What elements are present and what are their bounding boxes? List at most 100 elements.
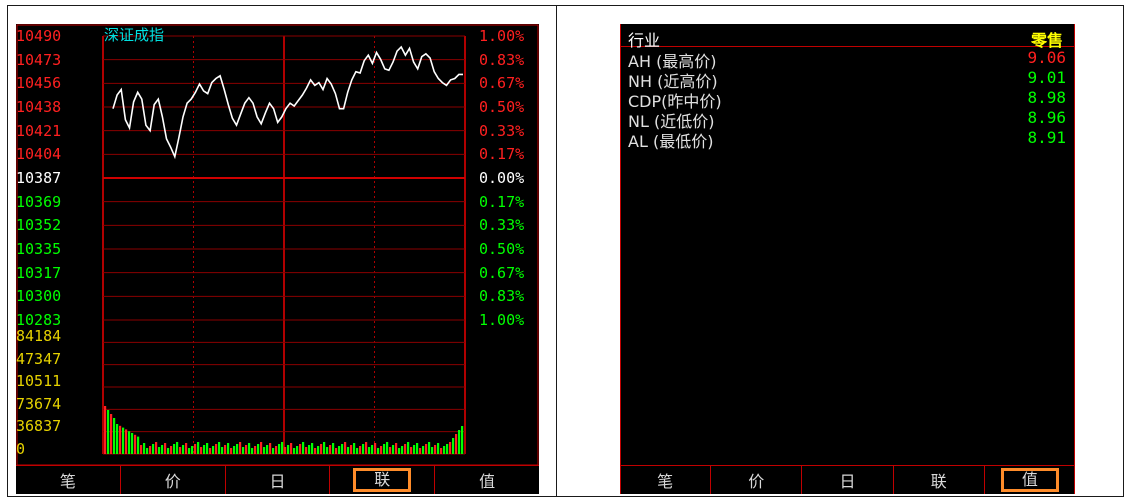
volume-bar	[158, 447, 161, 454]
volume-bar	[116, 424, 119, 454]
volume-bar	[380, 446, 383, 454]
volume-bar	[146, 448, 149, 454]
right-tab-4[interactable]: 值	[985, 466, 1075, 494]
volume-bar	[305, 447, 308, 454]
price-axis-label: 10335	[16, 240, 62, 258]
volume-bar	[398, 448, 401, 454]
volume-bar	[254, 446, 257, 454]
volume-bar	[140, 445, 143, 454]
value-row: NL (近低价) 8.96	[628, 108, 1066, 131]
volume-bar	[413, 445, 416, 454]
value-row: AH (最高价) 9.06	[628, 48, 1066, 71]
percent-axis-label: 1.00%	[479, 27, 525, 45]
volume-bar	[290, 443, 293, 454]
volume-bar	[263, 447, 266, 454]
left-tab-1[interactable]: 价	[121, 466, 226, 494]
percent-axis-label: 0.50%	[479, 98, 525, 116]
left-tab-3[interactable]: 联	[330, 466, 436, 494]
percent-axis-label: 0.17%	[479, 145, 525, 164]
volume-bar	[155, 442, 158, 454]
intraday-chart-screen: 深证成指 10490 10473 10456 10438 10421 10404 10387…	[16, 24, 539, 494]
volume-bar	[206, 443, 209, 454]
volume-bar	[188, 448, 191, 454]
left-tab-0[interactable]: 笔	[16, 466, 121, 494]
volume-bar	[113, 418, 116, 454]
percent-axis-label: 0.67%	[479, 74, 525, 93]
volume-bar	[416, 443, 419, 454]
volume-bar	[338, 446, 341, 454]
percent-axis-label: 0.50%	[479, 240, 525, 258]
price-axis-label: 10300	[16, 287, 62, 306]
volume-bar	[320, 444, 323, 454]
volume-bar	[410, 447, 413, 454]
volume-axis-label: 36837	[16, 417, 62, 435]
tab-label: 日	[269, 472, 286, 491]
tab-label: 联	[930, 472, 947, 491]
left-tab-2[interactable]: 日	[226, 466, 331, 494]
volume-bar	[293, 448, 296, 454]
right-tab-0[interactable]: 笔	[620, 466, 712, 494]
volume-bar	[443, 446, 446, 454]
volume-bar	[395, 443, 398, 454]
volume-bar	[212, 446, 215, 454]
volume-bar	[209, 448, 212, 454]
tab-label: 值	[1000, 468, 1059, 492]
value-row: NH (近高价) 9.01	[628, 68, 1066, 91]
volume-bar	[326, 447, 329, 454]
volume-bar	[110, 414, 113, 454]
volume-bar	[386, 442, 389, 454]
price-axis-label: 10369	[16, 192, 62, 211]
right-tab-3[interactable]: 联	[894, 466, 985, 494]
volume-bar	[161, 445, 164, 454]
percent-axis-label: 0.17%	[479, 192, 525, 211]
volume-bar	[317, 446, 320, 454]
volume-bar	[248, 443, 251, 454]
price-line	[112, 45, 463, 160]
volume-bar	[368, 447, 371, 454]
price-axis-label: 10352	[16, 216, 62, 235]
price-axis-label: 10473	[16, 50, 62, 69]
volume-bar	[425, 444, 428, 454]
volume-bar	[239, 442, 242, 454]
volume-bar	[221, 447, 224, 454]
volume-bar	[434, 445, 437, 454]
tab-label: 笔	[657, 472, 674, 491]
value-row-value: 9.01	[1027, 68, 1066, 87]
volume-bar	[407, 442, 410, 454]
tab-label: 笔	[59, 472, 76, 491]
volume-bar	[242, 447, 245, 454]
left-tabbar: 笔 价 日 联值	[16, 465, 539, 494]
tab-label: 日	[839, 472, 856, 491]
volume-bar	[356, 448, 359, 454]
volume-bar	[230, 448, 233, 454]
index-name: 深证成指	[104, 26, 165, 44]
volume-bar	[176, 442, 179, 454]
volume-bar	[233, 446, 236, 454]
volume-bar	[401, 446, 404, 454]
volume-bar	[377, 448, 380, 454]
right-tab-1[interactable]: 价	[711, 466, 803, 494]
volume-bar	[134, 434, 137, 454]
volume-bar	[236, 444, 239, 454]
volume-bar	[371, 445, 374, 454]
volume-bar	[227, 443, 230, 454]
volume-bar	[191, 446, 194, 454]
volume-axis-label: 73674	[16, 394, 62, 413]
volume-bar	[341, 444, 344, 454]
value-row-label: AH (最高价)	[628, 52, 717, 71]
volume-axis-label: 0	[16, 439, 26, 458]
value-row-label: CDP(昨中价)	[628, 92, 722, 111]
volume-bar	[224, 445, 227, 454]
volume-bar	[404, 444, 407, 454]
volume-bar	[296, 446, 299, 454]
volume-bar	[200, 447, 203, 454]
value-screen: 行业 零售 AH (最高价) 9.06 NH (近高价) 9.01 CDP(昨中价) 8.…	[620, 24, 1075, 494]
right-tab-2[interactable]: 日	[802, 466, 894, 494]
price-axis-label: 10421	[16, 121, 62, 140]
price-axis-label: 10317	[16, 263, 62, 282]
left-tab-4[interactable]: 值	[435, 466, 539, 494]
volume-bar	[308, 445, 311, 454]
volume-bar	[182, 445, 185, 454]
value-row-value: 9.06	[1027, 48, 1066, 67]
volume-bar	[278, 444, 281, 454]
